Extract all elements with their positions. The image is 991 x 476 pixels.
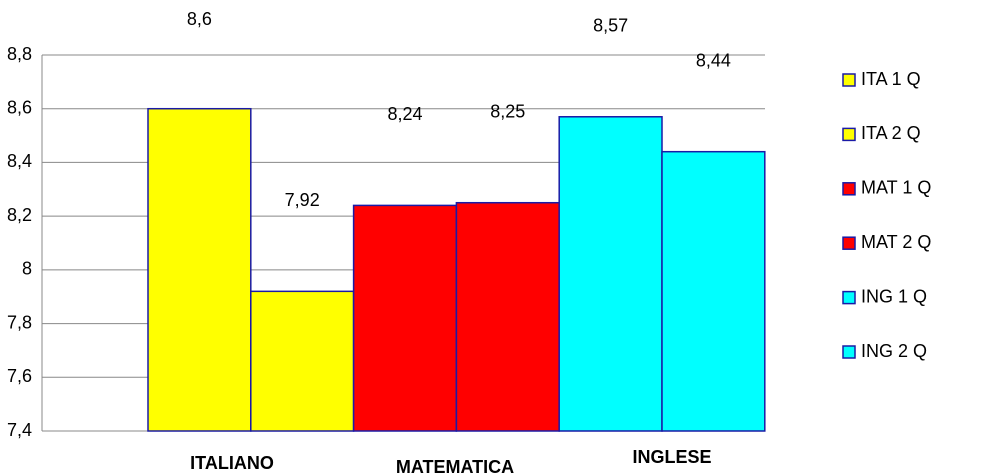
- y-tick-label: 7,8: [7, 312, 32, 332]
- bar: [455, 201, 560, 432]
- legend-label: ITA 1 Q: [861, 69, 921, 89]
- legend-swatch: [842, 73, 856, 87]
- y-tick-label: 8,8: [7, 44, 32, 64]
- bar: [558, 116, 663, 432]
- legend-label: MAT 1 Q: [861, 178, 931, 198]
- bar: [661, 150, 766, 432]
- legend-label: ING 1 Q: [861, 286, 927, 306]
- legend-label: ITA 2 Q: [861, 123, 921, 143]
- legend-label: MAT 2 Q: [861, 232, 931, 252]
- category-annotation: ITALIANO: [190, 453, 274, 473]
- legend-swatch: [842, 290, 856, 305]
- legend-swatch: [842, 182, 856, 196]
- y-tick-label: 8,2: [7, 205, 32, 225]
- legend-swatch: [842, 236, 856, 250]
- y-tick-label: 8,4: [7, 151, 32, 171]
- data-label: 8,25: [490, 101, 525, 121]
- y-tick-label: 8: [22, 259, 32, 279]
- data-label: 8,6: [187, 9, 212, 29]
- data-label: 7,92: [285, 190, 320, 210]
- data-label: 8,24: [387, 104, 422, 124]
- legend-swatch: [842, 127, 856, 142]
- bar: [147, 107, 252, 432]
- y-tick-label: 7,4: [7, 420, 32, 440]
- bar: [250, 290, 355, 432]
- category-annotation: INGLESE: [632, 447, 711, 467]
- category-annotation: MATEMATICA: [396, 457, 514, 476]
- data-label: 8,44: [696, 50, 731, 70]
- legend-label: ING 2 Q: [861, 341, 927, 361]
- bar: [352, 204, 458, 432]
- y-tick-label: 8,6: [7, 97, 32, 117]
- legend-swatch: [842, 345, 856, 359]
- y-tick-label: 7,6: [7, 366, 32, 386]
- data-label: 8,57: [593, 16, 628, 36]
